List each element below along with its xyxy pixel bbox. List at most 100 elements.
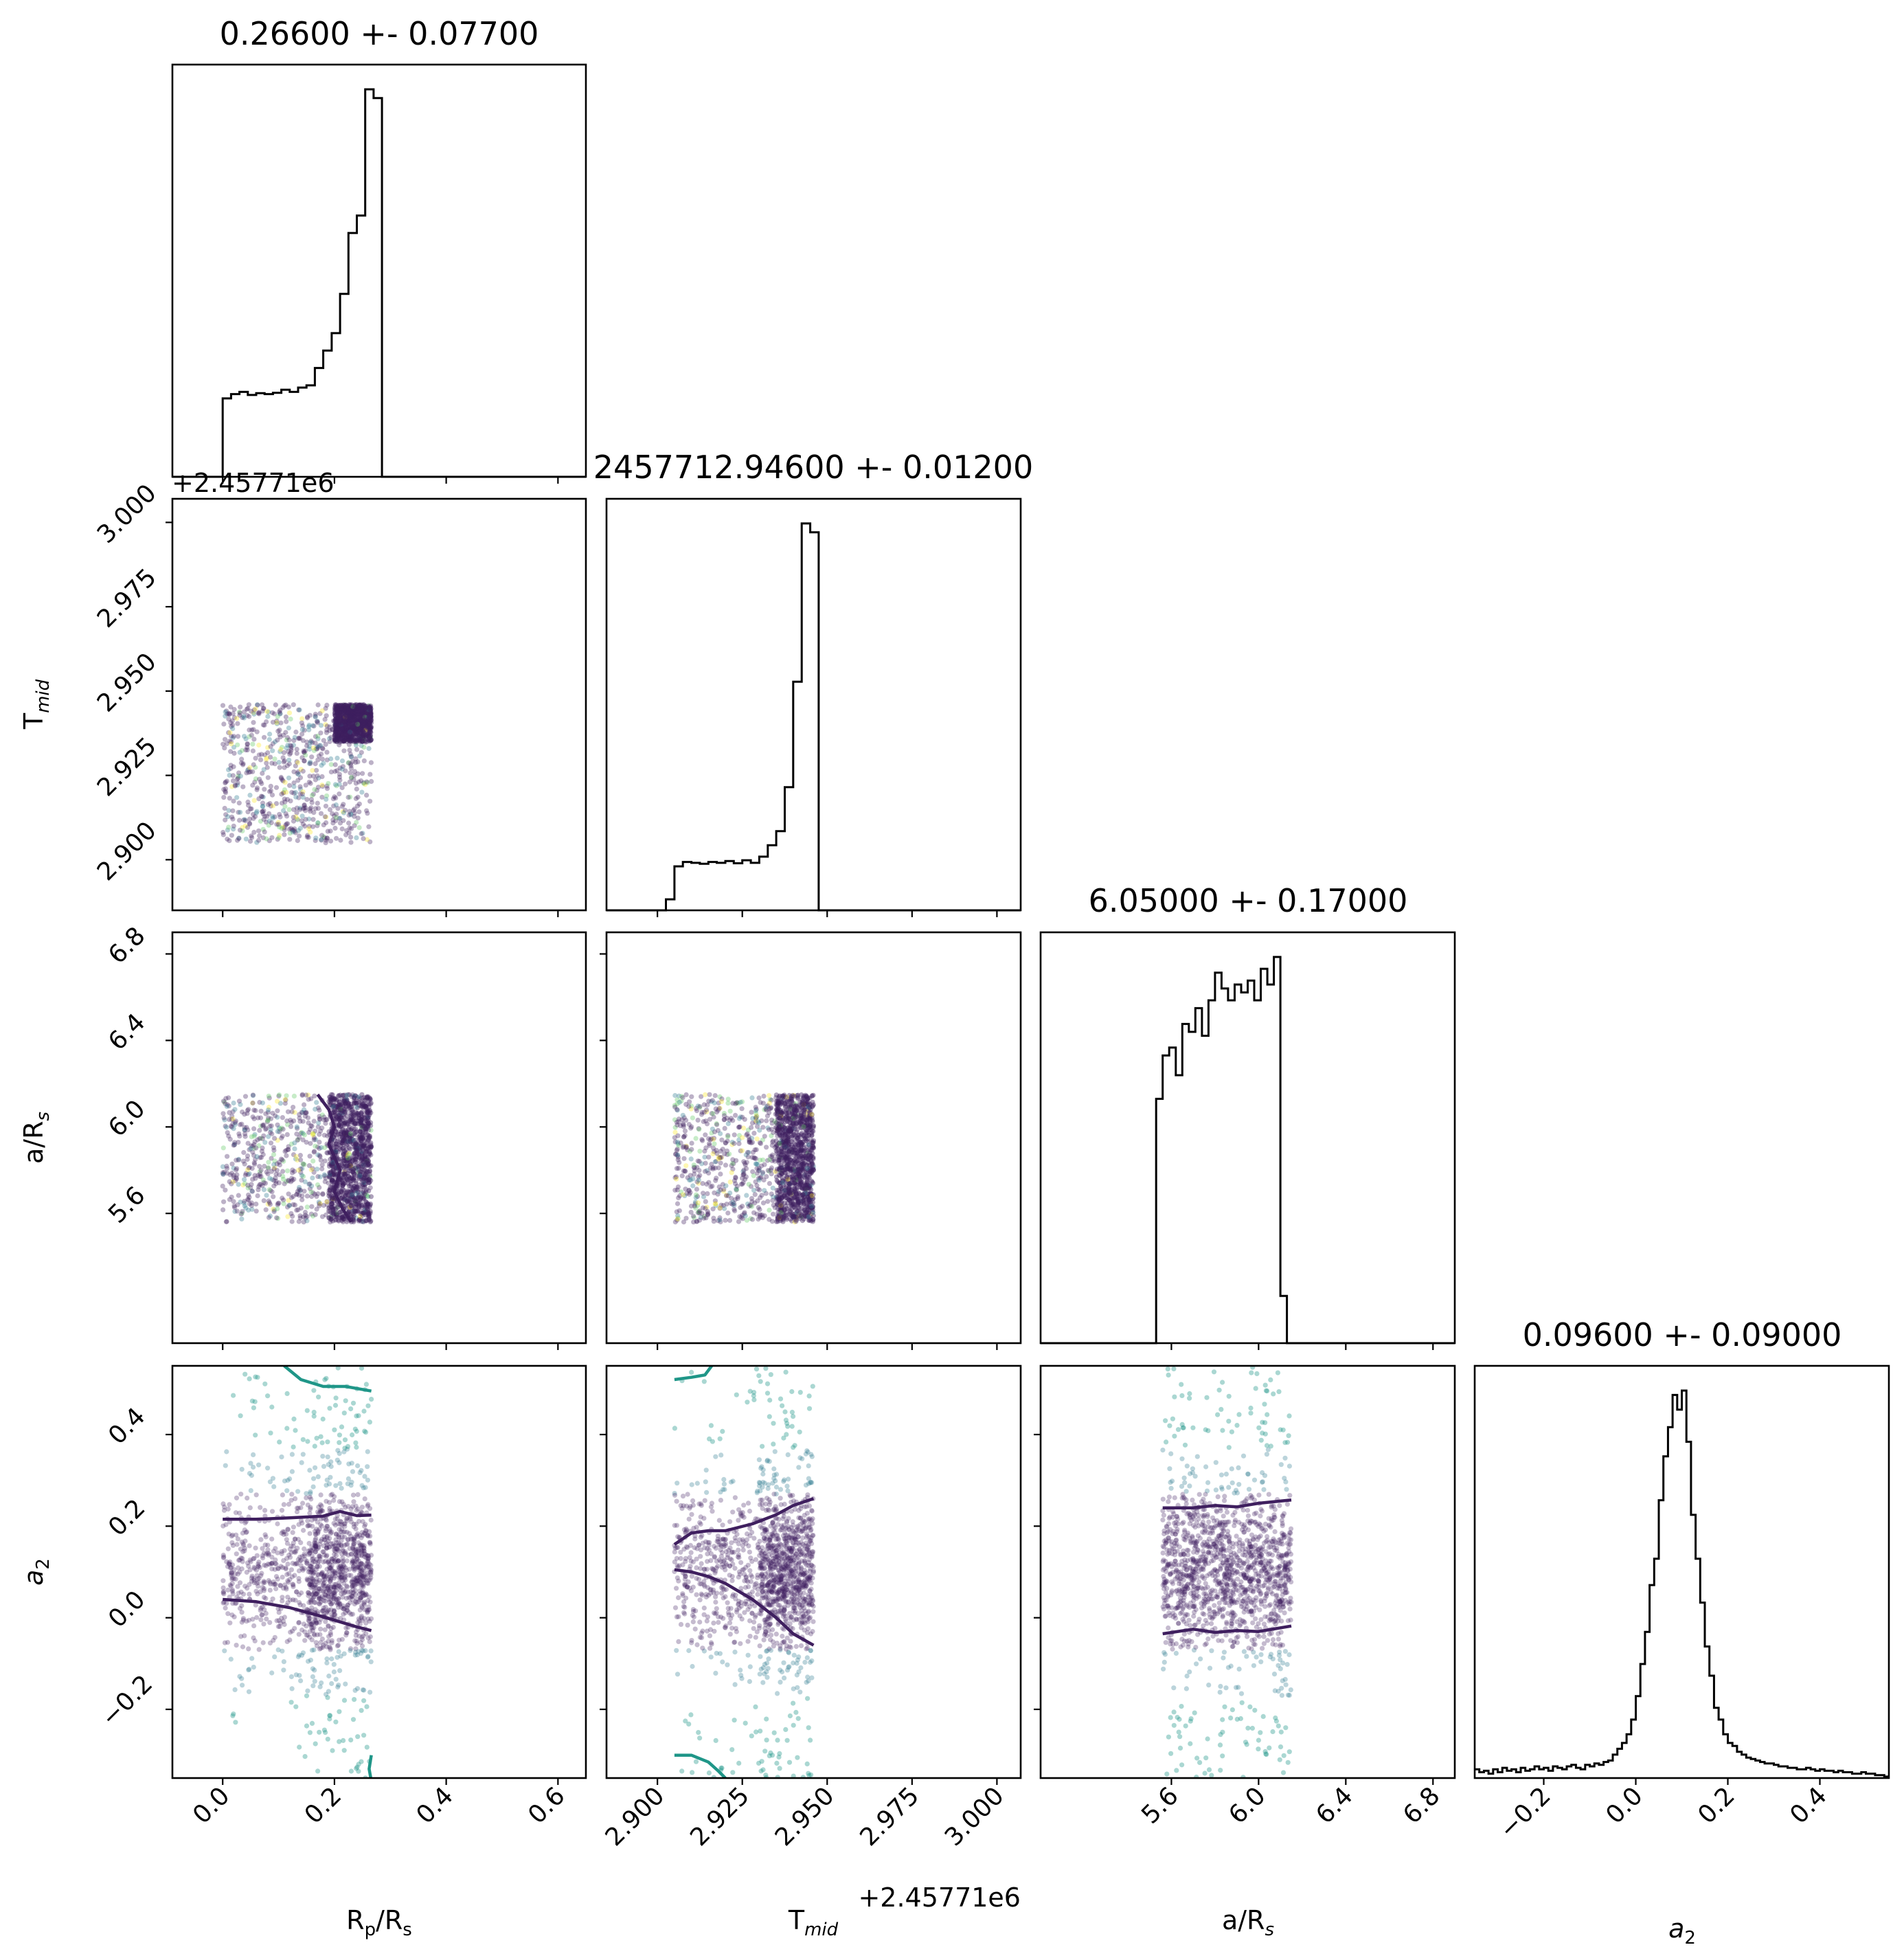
sample-point [297,1213,303,1219]
sample-point [265,714,271,719]
sample-point [795,1164,800,1169]
sample-point [351,1094,356,1099]
sample-point [332,723,337,728]
sample-point [367,1168,373,1173]
sample-point [711,1219,716,1224]
sample-point [351,712,357,718]
sample-point [775,1125,781,1131]
sample-point [278,1156,284,1162]
sample-point [792,1168,797,1173]
sample-point [299,818,304,824]
sample-point [332,735,338,741]
sample-point [791,1110,797,1116]
sample-point [324,1212,329,1217]
sample-point [336,722,341,728]
sample-point [779,1205,784,1211]
sample-point [353,743,359,748]
sample-point [367,708,372,714]
sample-point [351,714,357,720]
sample-point [285,1147,291,1152]
sample-point [677,1099,682,1105]
sample-point [780,1122,786,1128]
sample-point [352,769,358,774]
sample-point [734,1186,739,1192]
sample-point [347,737,352,742]
sample-point [343,1129,349,1134]
sample-point [360,735,365,741]
sample-point [317,1114,322,1119]
sample-point [363,1161,369,1167]
sample-point [344,712,350,718]
sample-point [694,1192,699,1198]
sample-point [309,793,315,798]
sample-point [339,706,345,712]
sample-point [224,1219,229,1224]
sample-point [224,1125,229,1130]
sample-point [739,1106,745,1112]
sample-point [354,718,359,723]
sample-point [713,1203,718,1209]
sample-point [347,1135,352,1140]
sample-point [367,735,372,741]
sample-point [283,1147,289,1154]
sample-point [787,1191,793,1198]
sample-point [309,1204,315,1209]
sample-point [258,794,264,799]
sample-point [802,1095,807,1101]
sample-point [256,1184,262,1189]
sample-point [284,1132,290,1137]
sample-point [297,1188,303,1193]
sample-point [337,1213,343,1218]
sample-point [242,1198,247,1204]
sample-point [791,1107,797,1112]
sample-point [809,1139,815,1145]
sample-point [759,1212,765,1218]
sample-point [300,768,306,774]
sample-point [780,1195,785,1200]
sample-point [220,1183,225,1189]
sample-point [774,1178,780,1183]
sample-point [363,1213,369,1218]
sample-point [795,1135,800,1140]
sample-point [796,1160,802,1166]
sample-point [365,780,370,785]
sample-point [368,711,374,717]
sample-point [691,1165,696,1170]
sample-point [343,728,348,733]
sample-point [778,1169,784,1174]
sample-point [349,754,354,759]
sample-point [329,1162,335,1168]
sample-point [250,783,256,788]
sample-point [358,1135,363,1140]
sample-point [800,1099,806,1105]
sample-point [350,1209,356,1214]
sample-point [806,1095,811,1101]
sample-point [784,1157,789,1162]
sample-point [806,1162,813,1168]
sample-point [729,1139,735,1145]
sample-point [367,734,373,740]
sample-point [358,730,363,737]
sample-point [348,728,353,734]
sample-point [286,737,292,743]
sample-point [231,1165,236,1171]
sample-point [293,729,299,735]
sample-point [232,1204,238,1211]
sample-point [352,713,358,719]
sample-point [334,728,339,734]
sample-point [277,708,283,713]
sample-point [251,1116,257,1121]
sample-point [348,1195,353,1202]
sample-point [285,734,291,741]
sample-point [264,836,269,842]
sample-point [364,710,370,716]
sample-point [229,1113,235,1118]
sample-point [802,1198,807,1203]
sample-point [357,713,363,719]
sample-point [362,721,367,727]
sample-point [345,1092,350,1097]
sample-point [780,1108,786,1114]
sample-point [364,719,370,724]
sample-point [328,1156,333,1162]
sample-point [300,1118,306,1124]
